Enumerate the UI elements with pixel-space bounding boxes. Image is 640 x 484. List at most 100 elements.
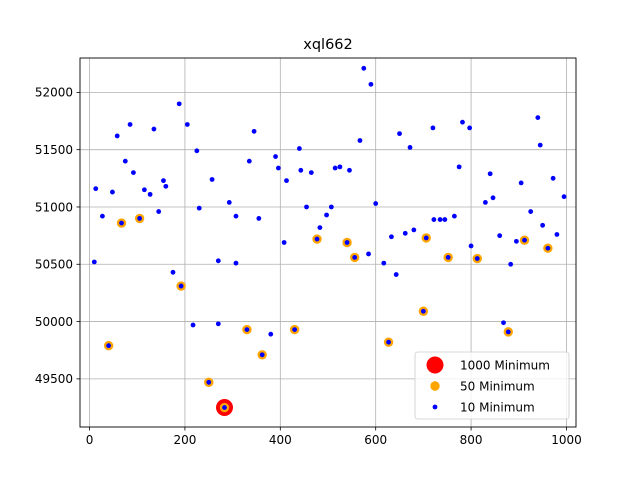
10-minimum-point: [233, 213, 239, 219]
10-minimum-point: [119, 220, 124, 226]
y-tick-label: 49500: [35, 372, 73, 386]
10-minimum-point: [437, 217, 443, 222]
10-minimum-point: [209, 177, 215, 182]
10-minimum-point: [147, 191, 153, 197]
10-minimum-point: [176, 101, 182, 107]
10-minimum-point: [114, 133, 120, 139]
10-minimum-point: [296, 146, 302, 151]
x-tick-label: 1000: [551, 433, 582, 447]
10-minimum-point: [304, 204, 309, 210]
10-minimum-point: [156, 209, 162, 214]
10-minimum-point: [251, 128, 257, 134]
10-minimum-point: [106, 343, 112, 349]
10-minimum-point: [308, 170, 314, 175]
10-minimum-point: [402, 230, 408, 236]
y-tick-label: 50500: [35, 258, 73, 272]
10-minimum-point: [246, 158, 252, 164]
10-minimum-point: [141, 187, 147, 193]
10-minimum-point: [373, 201, 379, 206]
10-minimum-point: [522, 237, 527, 243]
10-minimum-point: [528, 209, 534, 214]
10-minimum-point: [281, 240, 287, 245]
10-minimum-point: [420, 308, 426, 314]
10-minimum-point: [194, 148, 200, 154]
10-minimum-point: [490, 195, 496, 201]
10-minimum-point: [127, 122, 133, 127]
y-tick-label: 50000: [35, 315, 73, 329]
10-minimum-point: [100, 213, 105, 219]
10-minimum-point: [423, 235, 429, 241]
10-minimum-point: [215, 258, 221, 264]
10-minimum-point: [505, 329, 511, 335]
10-minimum-point: [368, 81, 374, 87]
10-minimum-point: [276, 165, 281, 171]
10-minimum-point: [328, 204, 334, 210]
10-minimum-point: [131, 170, 136, 175]
10-minimum-point: [317, 225, 323, 231]
10-minimum-point: [460, 119, 465, 125]
10-minimum-point: [298, 167, 304, 173]
y-tick-label: 51500: [35, 143, 73, 157]
10-minimum-point: [397, 131, 402, 137]
10-minimum-point: [474, 256, 480, 261]
10-minimum-point: [184, 122, 190, 127]
10-minimum-point: [518, 180, 524, 186]
10-minimum-point: [361, 65, 367, 71]
10-minimum-point: [545, 245, 551, 251]
10-minimum-point: [292, 327, 298, 332]
10-minimum-point: [497, 233, 503, 239]
10-minimum-point: [226, 199, 232, 205]
10-minimum-point: [324, 212, 329, 218]
10-minimum-point: [196, 205, 202, 211]
10-minimum-point: [93, 186, 99, 192]
10-minimum-point: [256, 216, 262, 221]
plot-frame: [79, 57, 577, 428]
10-minimum-point: [508, 261, 514, 267]
10-minimum-point: [550, 175, 556, 181]
10-minimum-point: [314, 236, 320, 242]
data-points: [91, 65, 567, 417]
10-minimum-point: [215, 321, 221, 327]
10-minimum-point: [561, 194, 567, 200]
legend: 1000 Minimum 50 Minimum 10 Minimum: [414, 351, 570, 420]
chart-title: xql662: [303, 37, 353, 53]
10-minimum-point: [347, 167, 352, 173]
10-minimum-point: [535, 115, 541, 120]
10-minimum-point: [259, 352, 265, 358]
10-minimum-point: [442, 217, 448, 222]
10-minimum-point: [352, 254, 358, 260]
x-tick-label: 400: [269, 433, 292, 447]
10-minimum-point: [206, 379, 212, 385]
10-minimum-point: [273, 154, 278, 159]
10-minimum-point: [268, 331, 274, 337]
legend-label: 1000 Minimum: [460, 358, 550, 372]
10-minimum-point: [513, 238, 519, 244]
10-minimum-point: [445, 254, 451, 260]
legend-marker: [432, 404, 438, 410]
10-minimum-point: [487, 171, 493, 177]
10-minimum-point: [344, 240, 350, 245]
legend-label: 10 Minimum: [460, 400, 535, 414]
10-minimum-point: [178, 283, 184, 289]
10-minimum-point: [163, 183, 169, 189]
10-minimum-point: [482, 199, 488, 205]
legend-label: 50 Minimum: [460, 379, 535, 393]
10-minimum-point: [431, 217, 437, 222]
y-tick-label: 51000: [35, 200, 73, 214]
10-minimum-point: [540, 222, 546, 228]
10-minimum-point: [332, 165, 338, 171]
10-minimum-point: [407, 144, 413, 150]
10-minimum-point: [366, 251, 371, 257]
10-minimum-point: [389, 234, 394, 240]
10-minimum-point: [501, 320, 506, 326]
grid-lines: [80, 58, 576, 427]
10-minimum-point: [222, 405, 227, 410]
x-tick-label: 200: [173, 433, 196, 447]
10-minimum-point: [190, 322, 196, 328]
10-minimum-point: [122, 158, 128, 164]
10-minimum-point: [284, 178, 289, 184]
10-minimum-point: [411, 227, 417, 233]
x-tick-label: 800: [460, 433, 483, 447]
